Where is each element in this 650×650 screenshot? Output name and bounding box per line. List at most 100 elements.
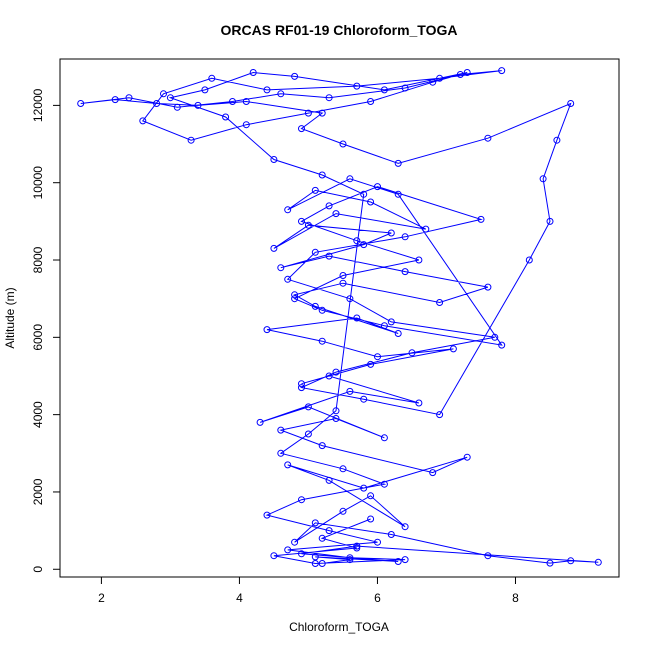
data-point xyxy=(408,349,416,357)
data-layer xyxy=(77,67,602,567)
data-point xyxy=(277,264,285,272)
x-axis-label: Chloroform_TOGA xyxy=(289,620,389,634)
data-point xyxy=(498,341,506,349)
data-point xyxy=(270,156,278,163)
data-point xyxy=(291,538,299,546)
data-point xyxy=(339,465,347,473)
data-point xyxy=(367,360,375,368)
data-point xyxy=(325,94,333,102)
y-axis: 0 2000 4000 6000 8000 10000 12000 xyxy=(31,88,61,573)
data-point xyxy=(346,387,354,395)
data-point xyxy=(298,384,305,392)
data-point xyxy=(477,215,485,223)
data-point xyxy=(436,74,444,82)
data-point xyxy=(360,395,368,403)
data-point xyxy=(277,426,285,434)
x-tick-label: 6 xyxy=(374,591,381,605)
data-point xyxy=(401,268,409,276)
data-point xyxy=(263,511,271,519)
data-point xyxy=(394,330,402,337)
data-point xyxy=(242,98,250,105)
data-point xyxy=(311,560,319,567)
data-point xyxy=(298,380,305,388)
data-point xyxy=(546,217,554,225)
x-axis: 2 4 6 8 xyxy=(98,576,519,605)
y-tick-label: 0 xyxy=(31,566,45,573)
data-point xyxy=(298,217,305,225)
plot-frame xyxy=(59,58,620,578)
data-point xyxy=(166,94,174,102)
data-point xyxy=(270,244,278,252)
data-point xyxy=(353,82,361,90)
data-point xyxy=(332,368,340,376)
data-point xyxy=(194,101,202,109)
data-point xyxy=(367,492,375,500)
data-point xyxy=(546,559,554,567)
x-tick-label: 2 xyxy=(98,591,105,605)
data-point xyxy=(325,202,333,210)
data-point xyxy=(463,453,471,461)
data-point xyxy=(173,103,181,111)
data-point xyxy=(449,345,457,353)
data-point xyxy=(153,100,161,107)
data-point xyxy=(380,480,388,488)
data-point xyxy=(277,449,285,457)
data-point xyxy=(429,469,437,477)
data-point xyxy=(304,403,312,411)
data-point xyxy=(367,515,375,523)
data-point xyxy=(380,434,388,442)
data-point xyxy=(346,175,354,183)
data-point xyxy=(394,159,402,167)
data-point xyxy=(339,507,347,515)
data-point xyxy=(291,295,299,303)
data-point xyxy=(298,496,305,504)
data-point xyxy=(525,256,533,264)
y-tick-label: 2000 xyxy=(31,478,45,505)
y-tick-label: 8000 xyxy=(31,246,45,273)
data-point xyxy=(311,519,319,527)
data-point xyxy=(325,476,333,484)
data-point xyxy=(360,241,368,249)
data-point xyxy=(374,538,381,546)
data-point xyxy=(387,318,395,326)
data-point xyxy=(415,256,423,264)
data-point xyxy=(401,556,409,564)
data-point xyxy=(339,279,347,287)
data-point xyxy=(325,372,333,380)
data-point xyxy=(456,71,464,78)
y-tick-label: 10000 xyxy=(31,166,45,200)
data-point xyxy=(242,121,250,129)
data-point xyxy=(318,337,326,345)
data-point xyxy=(360,190,368,198)
data-point xyxy=(332,407,340,415)
data-point xyxy=(311,248,319,256)
data-point xyxy=(594,558,602,566)
data-point xyxy=(125,94,133,102)
data-point xyxy=(311,553,319,561)
data-point xyxy=(318,442,326,450)
data-point xyxy=(484,552,492,560)
data-point xyxy=(284,206,292,214)
data-point xyxy=(111,96,119,104)
data-point xyxy=(394,558,402,565)
data-point xyxy=(304,109,312,117)
data-point xyxy=(332,210,340,218)
y-axis-label: Altitude (m) xyxy=(3,287,17,348)
data-point xyxy=(436,299,444,306)
chart-title: ORCAS RF01-19 Chloroform_TOGA xyxy=(221,22,458,38)
data-point xyxy=(298,125,305,133)
data-point xyxy=(387,229,395,237)
data-point xyxy=(367,198,375,206)
data-point xyxy=(284,275,292,283)
data-point xyxy=(325,527,333,535)
data-point xyxy=(394,190,402,198)
data-point xyxy=(346,556,354,564)
data-point xyxy=(298,550,305,558)
data-point xyxy=(353,314,361,322)
data-point xyxy=(401,233,409,241)
data-point xyxy=(318,171,326,179)
data-point xyxy=(263,86,271,94)
data-point xyxy=(567,100,575,107)
data-point xyxy=(318,109,326,117)
